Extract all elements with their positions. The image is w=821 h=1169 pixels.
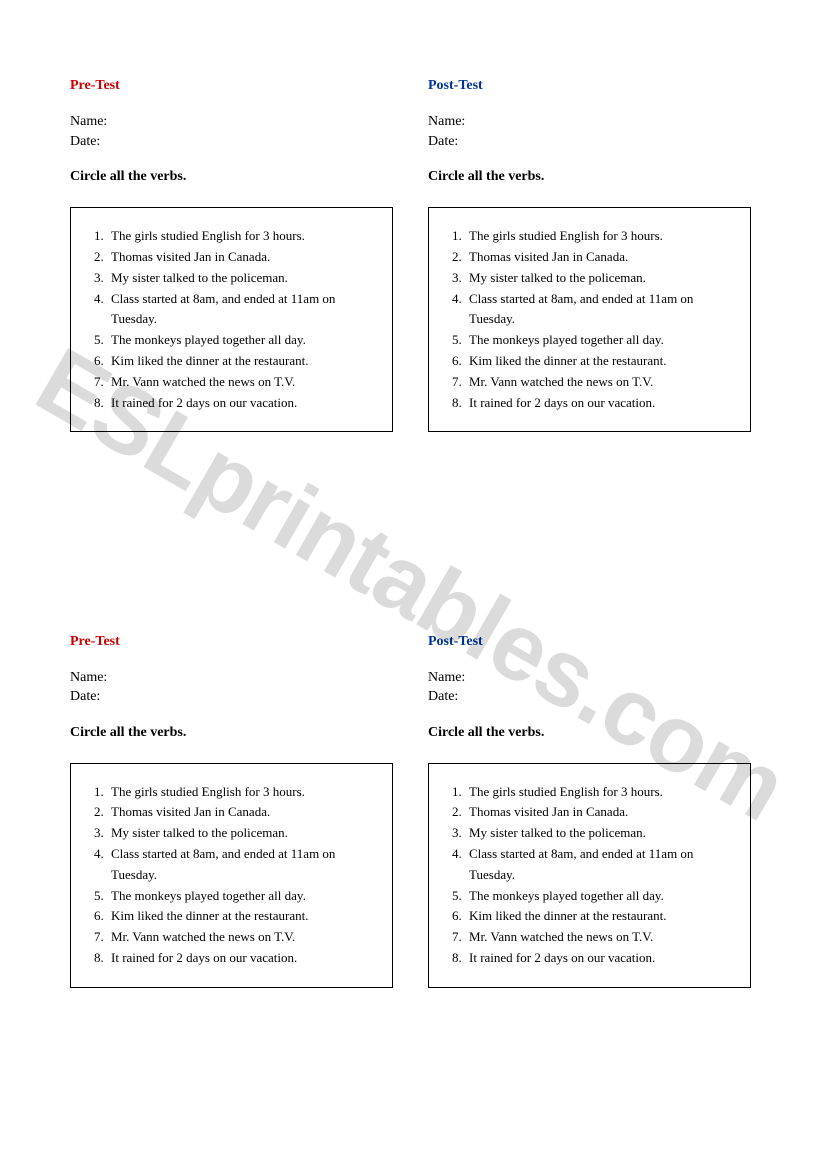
quiz-block: Post-Test Name:Date: Circle all the verbs.…: [428, 634, 751, 1110]
question-list: The girls studied English for 3 hours.Th…: [437, 782, 738, 969]
question-item: Thomas visited Jan in Canada.: [107, 247, 380, 268]
question-item: Kim liked the dinner at the restaurant.: [107, 906, 380, 927]
question-item: The girls studied English for 3 hours.: [465, 226, 738, 247]
date-label: Date:: [428, 687, 751, 707]
question-item: The monkeys played together all day.: [107, 886, 380, 907]
question-list: The girls studied English for 3 hours.Th…: [79, 782, 380, 969]
quiz-block: Pre-Test Name:Date: Circle all the verbs. T…: [70, 78, 393, 554]
question-item: My sister talked to the policeman.: [465, 268, 738, 289]
instructions-text: Circle all the verbs.: [428, 169, 751, 185]
question-item: The girls studied English for 3 hours.: [107, 226, 380, 247]
date-label: Date:: [70, 687, 393, 707]
name-label: Name:: [70, 668, 393, 688]
question-item: My sister talked to the policeman.: [107, 268, 380, 289]
instructions-text: Circle all the verbs.: [70, 169, 393, 185]
question-item: My sister talked to the policeman.: [107, 823, 380, 844]
question-box: The girls studied English for 3 hours.Th…: [70, 207, 393, 432]
question-item: The girls studied English for 3 hours.: [107, 782, 380, 803]
question-item: Class started at 8am, and ended at 11am …: [465, 844, 738, 886]
question-item: Mr. Vann watched the news on T.V.: [465, 927, 738, 948]
question-item: Mr. Vann watched the news on T.V.: [107, 927, 380, 948]
date-label: Date:: [428, 132, 751, 152]
question-box: The girls studied English for 3 hours.Th…: [428, 763, 751, 988]
page-grid: Pre-TestName:Date:Circle all the verbs.T…: [70, 78, 751, 1109]
question-item: Kim liked the dinner at the restaurant.: [465, 906, 738, 927]
post-test-heading: Post-Test: [428, 78, 751, 94]
name-label: Name:: [70, 112, 393, 132]
question-item: Kim liked the dinner at the restaurant.: [465, 351, 738, 372]
instructions-text: Circle all the verbs.: [70, 725, 393, 741]
quiz-block: Post-Test Name:Date: Circle all the verbs.…: [428, 78, 751, 554]
question-list: The girls studied English for 3 hours.Th…: [79, 226, 380, 413]
quiz-block: Pre-Test Name:Date: Circle all the verbs. T…: [70, 634, 393, 1110]
instructions-text: Circle all the verbs.: [428, 725, 751, 741]
question-box: The girls studied English for 3 hours.Th…: [428, 207, 751, 432]
post-test-heading: Post-Test: [428, 634, 751, 650]
question-list: The girls studied English for 3 hours.Th…: [437, 226, 738, 413]
question-item: The monkeys played together all day.: [107, 330, 380, 351]
question-item: Thomas visited Jan in Canada.: [465, 802, 738, 823]
question-item: It rained for 2 days on our vacation.: [107, 948, 380, 969]
question-item: Thomas visited Jan in Canada.: [465, 247, 738, 268]
question-item: Kim liked the dinner at the restaurant.: [107, 351, 380, 372]
pre-test-heading: Pre-Test: [70, 78, 393, 94]
name-label: Name:: [428, 668, 751, 688]
date-label: Date:: [70, 132, 393, 152]
question-item: Class started at 8am, and ended at 11am …: [107, 844, 380, 886]
question-item: Thomas visited Jan in Canada.: [107, 802, 380, 823]
question-item: Class started at 8am, and ended at 11am …: [465, 289, 738, 331]
question-item: It rained for 2 days on our vacation.: [465, 393, 738, 414]
pre-test-heading: Pre-Test: [70, 634, 393, 650]
question-item: Mr. Vann watched the news on T.V.: [107, 372, 380, 393]
question-item: The monkeys played together all day.: [465, 330, 738, 351]
question-item: Mr. Vann watched the news on T.V.: [465, 372, 738, 393]
question-item: It rained for 2 days on our vacation.: [465, 948, 738, 969]
question-item: My sister talked to the policeman.: [465, 823, 738, 844]
name-label: Name:: [428, 112, 751, 132]
question-box: The girls studied English for 3 hours.Th…: [70, 763, 393, 988]
question-item: The girls studied English for 3 hours.: [465, 782, 738, 803]
question-item: The monkeys played together all day.: [465, 886, 738, 907]
question-item: Class started at 8am, and ended at 11am …: [107, 289, 380, 331]
question-item: It rained for 2 days on our vacation.: [107, 393, 380, 414]
